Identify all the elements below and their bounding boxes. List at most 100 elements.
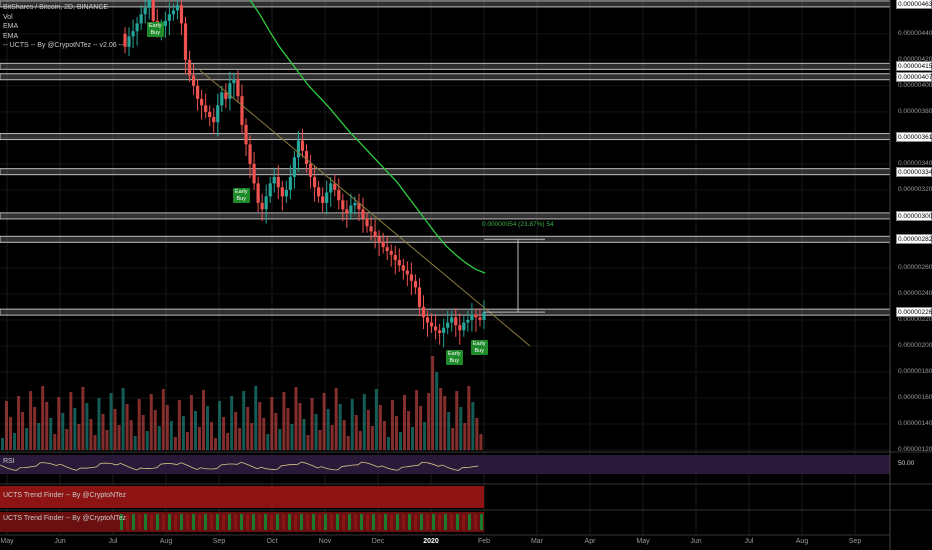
price-tick-label: 0.00000220 xyxy=(898,315,932,323)
candle-body xyxy=(252,163,256,184)
trend-cell xyxy=(162,514,165,530)
volume-bar xyxy=(97,398,101,450)
volume-bar xyxy=(314,414,318,450)
legend-ema-1[interactable]: EMA xyxy=(3,23,19,31)
volume-bar xyxy=(242,391,246,450)
volume-bar xyxy=(370,426,374,450)
volume-bar xyxy=(29,391,33,450)
volume-bar xyxy=(443,396,447,450)
legend-symbol[interactable]: BitShares / Bitcoin, 2D, BINANCE xyxy=(3,4,109,11)
time-tick-label: Feb xyxy=(477,538,491,545)
candle-body xyxy=(268,183,272,197)
level-price-tag: 0.00000407 xyxy=(896,71,932,82)
trend-cell xyxy=(258,514,261,530)
candle-body xyxy=(333,183,337,190)
volume-bar xyxy=(358,431,362,450)
trend-cell xyxy=(378,514,381,530)
candle-body xyxy=(373,231,377,237)
trend-cell xyxy=(330,514,333,530)
volume-bar xyxy=(338,404,342,450)
time-tick-label: Jul xyxy=(108,538,118,545)
candle-body xyxy=(438,330,442,333)
candle-body xyxy=(187,59,192,76)
volume-bar xyxy=(145,431,149,450)
ema-long-line xyxy=(249,0,486,274)
overlays xyxy=(199,0,545,347)
axes xyxy=(0,0,891,550)
trend-cell xyxy=(414,514,417,530)
rsi-label[interactable]: RSI xyxy=(3,458,15,465)
volume-bar xyxy=(101,414,105,450)
time-tick-label: Jun xyxy=(54,538,66,545)
legend-ucts[interactable]: -- UCTS -- By @CrypotNTez -- v2.06 -- xyxy=(3,42,124,50)
candle-body xyxy=(357,202,361,210)
volume-bar xyxy=(153,410,157,450)
trend-cell xyxy=(396,514,399,530)
level-price-tag: 0.00000415 xyxy=(896,61,932,72)
volume-bar xyxy=(218,401,222,450)
trend-cell xyxy=(384,514,387,530)
trend-cell xyxy=(294,514,297,530)
volume-bar xyxy=(45,402,49,450)
candle-body xyxy=(260,202,264,210)
candle-body xyxy=(167,14,171,21)
volume-bar xyxy=(21,412,25,450)
price-tick-label: 0.00000200 xyxy=(898,341,932,349)
candle-body xyxy=(244,124,248,145)
trend-cell xyxy=(354,514,357,530)
candle-body xyxy=(312,176,317,188)
trend-cell xyxy=(366,514,369,530)
trend-cell xyxy=(156,514,159,530)
candle-body xyxy=(220,92,224,106)
candle-body xyxy=(272,176,276,184)
candle-body xyxy=(147,0,151,8)
volume-bar xyxy=(254,386,258,450)
volume-bar xyxy=(53,434,57,450)
volume-bar xyxy=(193,411,197,450)
time-tick-label: Dec xyxy=(371,538,385,545)
volume-bar xyxy=(141,415,145,450)
trend-cell xyxy=(204,514,207,530)
candle-body xyxy=(429,322,434,327)
trend-cell xyxy=(318,514,321,530)
volume-bar xyxy=(133,436,137,450)
volume-bar xyxy=(41,386,45,450)
trend-finder-label-2[interactable]: UCTS Trend Finder -- By @CryptoNTez xyxy=(3,515,127,522)
candle-body xyxy=(385,247,389,252)
trend-cell xyxy=(360,514,363,530)
candle-body xyxy=(353,202,357,206)
candle-body xyxy=(308,163,313,177)
candle-body xyxy=(248,144,252,164)
candle-body xyxy=(317,187,321,197)
candle-body xyxy=(212,117,216,123)
trend-cell xyxy=(444,514,447,530)
trend-cell xyxy=(240,514,243,530)
candle-body xyxy=(224,92,228,99)
candle-body xyxy=(393,254,397,261)
volume-bar xyxy=(17,396,21,450)
trend-cell xyxy=(192,514,195,530)
trend-cell xyxy=(456,514,459,530)
volume-bar xyxy=(286,408,290,450)
legend-ema-2[interactable]: EMA xyxy=(3,32,19,40)
candle-body xyxy=(179,5,184,24)
volume-bar xyxy=(419,406,423,450)
candle-body xyxy=(232,79,236,84)
legend-vol[interactable]: Vol xyxy=(3,13,13,21)
volume-bar xyxy=(49,418,53,450)
volume-bar xyxy=(169,421,173,450)
price-tick-label: 0.00000420 xyxy=(898,55,932,63)
trend-finder-label-1[interactable]: UCTS Trend Finder -- By @CryptoNTez xyxy=(3,492,127,499)
level-price-tag: 0.00000282 xyxy=(896,234,932,245)
trend-cell xyxy=(438,514,441,530)
volume-bar xyxy=(390,400,394,450)
volume-bar xyxy=(435,372,439,450)
candle-body xyxy=(450,317,454,323)
volume-bar xyxy=(206,406,210,450)
volume-bar xyxy=(125,404,129,450)
volume-bar xyxy=(129,420,133,450)
candle-body xyxy=(135,23,139,32)
candle-body xyxy=(413,280,418,288)
candle-body xyxy=(163,20,167,27)
